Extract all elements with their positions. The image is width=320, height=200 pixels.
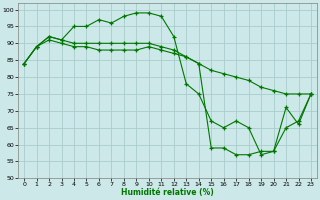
- X-axis label: Humidité relative (%): Humidité relative (%): [121, 188, 214, 197]
